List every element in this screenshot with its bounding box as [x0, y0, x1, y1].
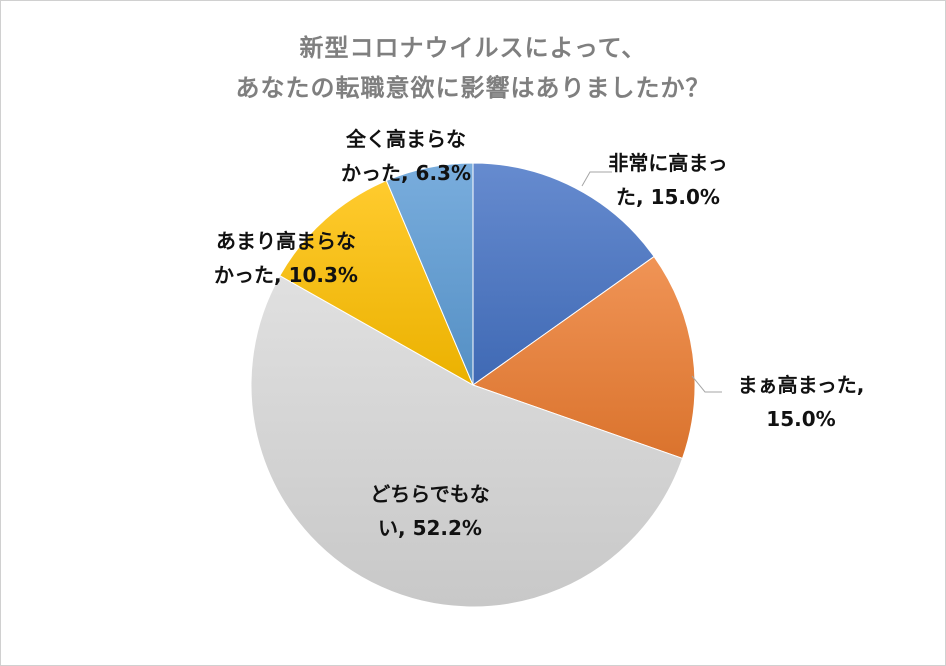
data-label-4-line-2: かった, 10.3%: [214, 263, 358, 287]
data-label-1-line-1: 非常に高まっ: [608, 151, 727, 175]
pie-slice-3: [250, 274, 684, 608]
data-label-1-line-2: た, 15.0%: [616, 185, 720, 209]
data-label-4-line-1: あまり高まらな: [216, 229, 356, 253]
data-label-5-line-2: かった, 6.3%: [341, 161, 471, 185]
data-labels: 非常に高まった, 15.0% まぁ高まった, 15.0% どちらでもない, 52.2%…: [214, 127, 864, 540]
leader-line-1: [581, 171, 612, 187]
pie-slice-5: [385, 162, 474, 386]
pie-slice-4: [279, 179, 475, 387]
leader-lines: [581, 171, 722, 393]
pie-slices: [250, 162, 696, 608]
data-label-2-line-1: まぁ高まった,: [738, 373, 865, 397]
data-label-3-line-2: い, 52.2%: [378, 516, 482, 540]
data-label-2: まぁ高まった, 15.0%: [738, 373, 865, 431]
data-label-4: あまり高まらなかった, 10.3%: [214, 229, 358, 287]
chart-title-line-1: 新型コロナウイルスによって、: [299, 34, 647, 62]
leader-line-2: [691, 375, 722, 393]
data-label-5: 全く高まらなかった, 6.3%: [341, 127, 471, 185]
pie-slice-2: [471, 255, 696, 460]
pie-slice-1: [472, 162, 655, 386]
chart-title-line-2: あなたの転職意欲に影響はありましたか？: [235, 74, 711, 102]
data-label-3-line-1: どちらでもな: [370, 482, 489, 506]
data-label-2-line-2: 15.0%: [766, 407, 835, 431]
data-label-5-line-1: 全く高まらな: [345, 127, 466, 151]
data-label-3: どちらでもない, 52.2%: [370, 482, 489, 540]
data-label-1: 非常に高まった, 15.0%: [608, 151, 727, 209]
